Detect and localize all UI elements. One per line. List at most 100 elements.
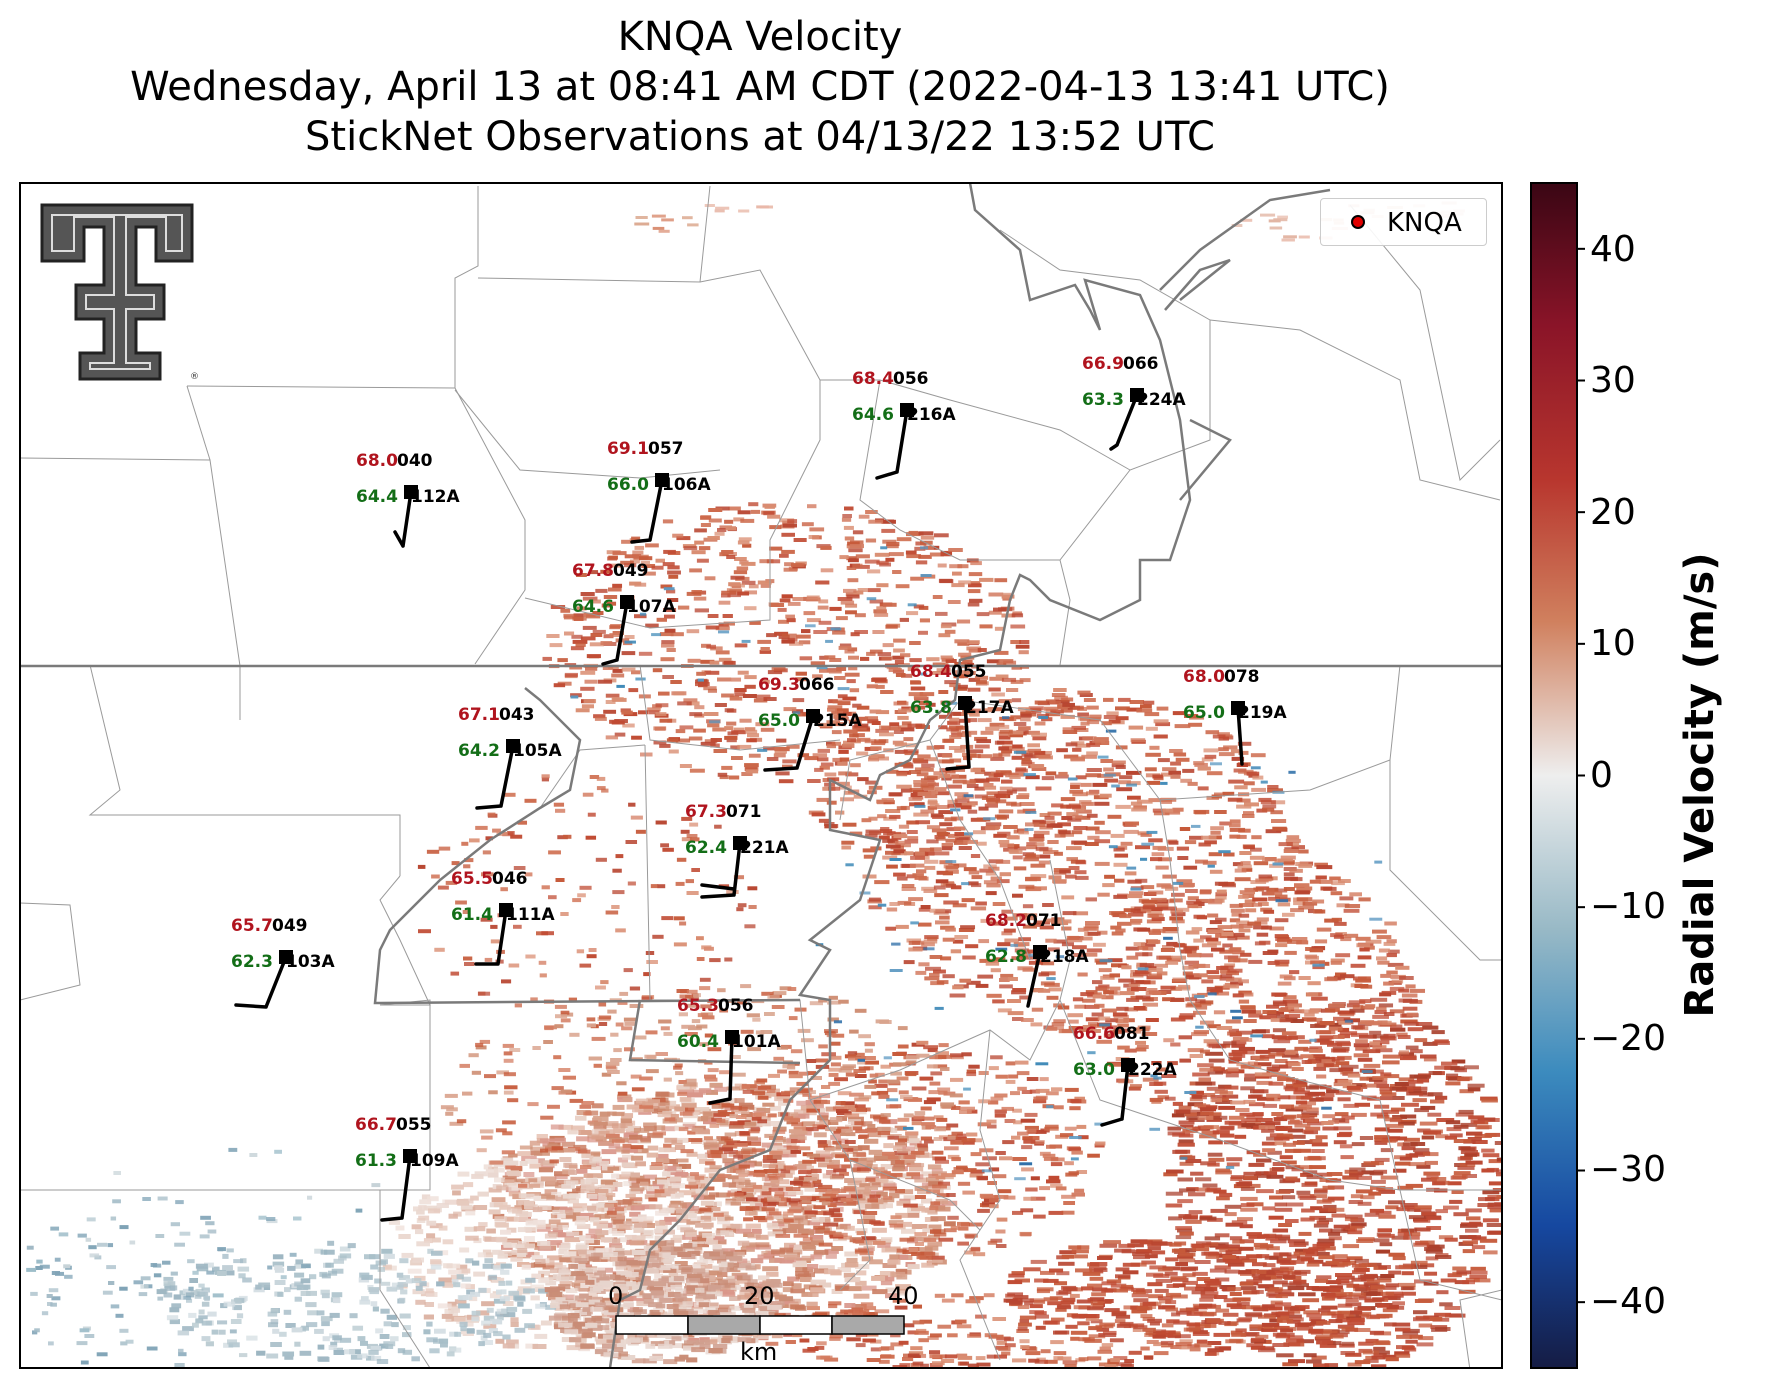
station-id: 049 (613, 561, 649, 581)
station-dewpoint: 63.3 (1082, 390, 1124, 410)
state-boundaries (20, 183, 1502, 1368)
wind-barb-112A (393, 490, 413, 548)
station-temperature: 68.4 (852, 369, 894, 389)
station-id: 055 (396, 1115, 432, 1135)
station-dewpoint: 64.2 (458, 741, 500, 761)
station-id: 055 (951, 662, 987, 682)
title-line-2: Wednesday, April 13 at 08:41 AM CDT (202… (130, 64, 1390, 110)
station-id: 081 (1114, 1024, 1150, 1044)
station-probe-id: 109A (410, 1151, 459, 1171)
station-temperature: 68.0 (1183, 667, 1225, 687)
station-id: 046 (492, 869, 528, 889)
station-dewpoint: 60.4 (677, 1032, 719, 1052)
station-dewpoint: 63.8 (910, 698, 952, 718)
station-dewpoint: 61.3 (355, 1151, 397, 1171)
map-legend: KNQA (1320, 198, 1487, 246)
station-temperature: 65.5 (451, 869, 493, 889)
station-temperature: 67.1 (458, 705, 500, 725)
station-temperature: 65.7 (231, 916, 273, 936)
station-temperature: 65.3 (677, 996, 719, 1016)
station-marker-217A (958, 696, 972, 710)
station-id: 056 (718, 996, 754, 1016)
station-marker-109A (403, 1149, 417, 1163)
colorbar-tick-m10: −10 (1590, 886, 1666, 927)
station-marker-218A (1033, 945, 1047, 959)
station-id: 056 (893, 369, 929, 389)
station-temperature: 66.6 (1073, 1024, 1115, 1044)
wind-barb-224A (1109, 393, 1139, 451)
wind-barb-217A (945, 701, 971, 771)
colorbar-tick-30: 30 (1590, 360, 1636, 401)
wind-barbs (234, 393, 1244, 1222)
station-probe-id: 219A (1238, 703, 1287, 723)
scale-label-40: 40 (888, 1282, 919, 1310)
station-marker-101A (725, 1030, 739, 1044)
wind-barb-221A (700, 841, 742, 899)
station-temperature: 66.9 (1082, 354, 1124, 374)
wind-barb-215A (763, 714, 815, 772)
colorbar-tick-10: 10 (1590, 623, 1636, 664)
station-id: 066 (1123, 354, 1159, 374)
colorbar (1530, 182, 1578, 1369)
station-probe-id: 224A (1137, 390, 1186, 410)
station-marker-215A (806, 709, 820, 723)
station-id: 043 (499, 705, 535, 725)
station-id: 078 (1224, 667, 1260, 687)
wind-barb-101A (708, 1035, 734, 1105)
station-marker-219A (1231, 701, 1245, 715)
map-frame (19, 182, 1503, 1369)
station-marker-216A (900, 403, 914, 417)
station-dewpoint: 64.6 (572, 597, 614, 617)
wind-barb-107A (601, 600, 629, 666)
station-marker-107A (620, 595, 634, 609)
radar-site-marker-icon (1351, 215, 1365, 229)
wind-barb-222A (1100, 1063, 1130, 1127)
station-temperature: 66.7 (355, 1115, 397, 1135)
station-probe-id: 106A (662, 475, 711, 495)
station-probe-id: 218A (1040, 947, 1089, 967)
station-id: 040 (397, 451, 433, 471)
station-marker-224A (1130, 388, 1144, 402)
station-markers (279, 388, 1245, 1163)
colorbar-tick-20: 20 (1590, 492, 1636, 533)
colorbar-tick-0: 0 (1590, 755, 1613, 796)
station-marker-112A (404, 485, 418, 499)
scale-bar (615, 1315, 905, 1335)
station-temperature: 67.3 (685, 802, 727, 822)
station-marker-106A (655, 473, 669, 487)
scale-label-0: 0 (608, 1282, 624, 1310)
wind-barb-219A (1236, 706, 1244, 766)
station-id: 066 (799, 675, 835, 695)
scale-label-20: 20 (744, 1282, 775, 1310)
station-marker-105A (506, 739, 520, 753)
station-probe-id: 111A (506, 905, 555, 925)
station-temperature: 69.3 (758, 675, 800, 695)
colorbar-ticks (1577, 247, 1585, 1304)
station-id: 057 (648, 439, 684, 459)
wind-barb-109A (380, 1154, 412, 1222)
wind-barb-111A (474, 908, 508, 966)
station-dewpoint: 62.8 (985, 947, 1027, 967)
station-id: 071 (726, 802, 762, 822)
station-probe-id: 216A (907, 405, 956, 425)
title-line-3: StickNet Observations at 04/13/22 13:52 … (305, 114, 1215, 160)
texas-tech-double-t-logo: ® (40, 203, 199, 382)
colorbar-label: Radial Velocity (m/s) (1677, 552, 1723, 1018)
station-probe-id: 221A (740, 838, 789, 858)
scale-unit: km (740, 1338, 778, 1366)
wind-barb-106A (630, 478, 664, 544)
station-dewpoint: 64.6 (852, 405, 894, 425)
station-probe-id: 222A (1128, 1060, 1177, 1080)
station-dewpoint: 66.0 (607, 475, 649, 495)
station-marker-111A (499, 903, 513, 917)
station-dewpoint: 65.0 (1183, 703, 1225, 723)
station-dewpoint: 63.0 (1073, 1060, 1115, 1080)
station-temperature: 68.0 (356, 451, 398, 471)
station-probe-id: 112A (411, 487, 460, 507)
colorbar-tick-m30: −30 (1590, 1149, 1666, 1190)
station-dewpoint: 62.4 (685, 838, 727, 858)
station-probe-id: 215A (813, 711, 862, 731)
station-dewpoint: 65.0 (758, 711, 800, 731)
station-probe-id: 107A (627, 597, 676, 617)
